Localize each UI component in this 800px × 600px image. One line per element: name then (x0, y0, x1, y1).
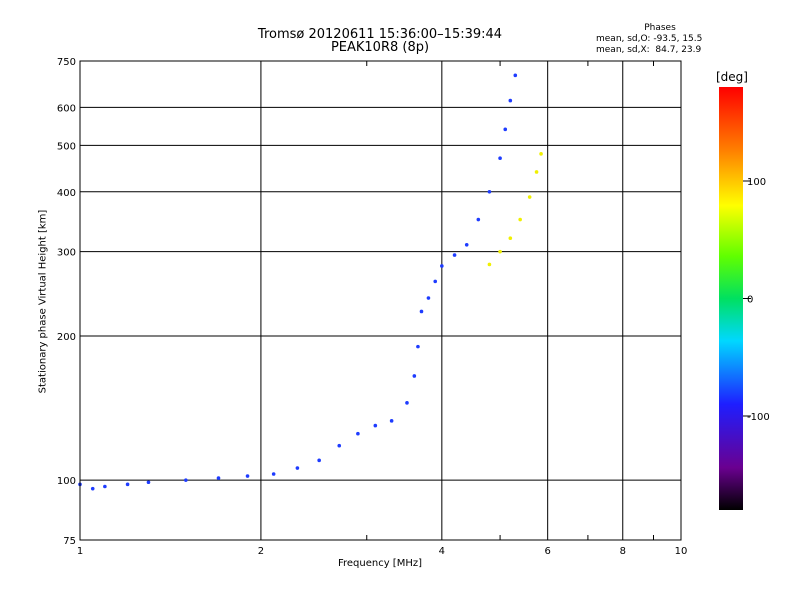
phase-stats-o: mean, sd,O: -93.5, 15.5 (596, 34, 703, 44)
data-point (539, 152, 543, 156)
chart-subtitle: PEAK10R8 (8p) (330, 40, 430, 55)
data-point (337, 443, 342, 448)
data-point (389, 419, 394, 423)
x-tick-label: 10 (675, 546, 688, 557)
data-point (433, 279, 438, 284)
y-tick-label: 750 (57, 57, 76, 68)
colorbar-unit: [deg] (716, 70, 748, 84)
axis-ticks: 1 2 4 6 8 10 75 100 200 300 400 500 600 750 (57, 57, 687, 557)
data-point (487, 189, 492, 194)
colorbar-ticks: 100 0 -100 (743, 177, 770, 423)
x-tick-label: 1 (77, 546, 83, 557)
x-tick-label: 2 (258, 546, 264, 557)
y-axis-label: Stationary phase Virtual Height [km] (37, 209, 49, 394)
data-point (216, 476, 221, 480)
colorbar-tick-label: -100 (747, 412, 770, 423)
data-point (503, 127, 508, 132)
data-point (513, 73, 518, 78)
data-point (440, 264, 444, 268)
data-point (412, 374, 417, 378)
data-point (498, 249, 502, 254)
data-point (508, 236, 513, 240)
y-tick-label: 75 (63, 536, 76, 547)
x-axis-label: Frequency [MHz] (337, 558, 423, 569)
data-point (518, 217, 522, 222)
data-point (373, 423, 378, 428)
data-point (295, 466, 300, 470)
data-point (245, 474, 250, 478)
y-tick-label: 500 (57, 141, 76, 152)
data-point (534, 170, 539, 174)
phase-stats-x: mean, sd,X: 84.7, 23.9 (596, 45, 702, 55)
data-point (90, 486, 95, 491)
data-point (476, 217, 481, 222)
plot-frame (79, 60, 682, 541)
data-points (78, 73, 543, 491)
colorbar-tick-label: 100 (747, 177, 766, 188)
chart-title: Tromsø 20120611 15:36:00–15:39:44 (257, 27, 503, 42)
colorbar-tick-label: 0 (747, 295, 753, 306)
y-tick-label: 600 (57, 103, 76, 114)
data-point (317, 458, 321, 463)
y-tick-label: 400 (57, 188, 76, 199)
data-point (464, 242, 469, 247)
plot-grid (79, 60, 682, 541)
data-point (498, 156, 502, 161)
data-point (271, 472, 276, 476)
data-point (146, 480, 151, 485)
data-point (103, 484, 107, 489)
x-tick-label: 4 (439, 546, 445, 557)
data-point (416, 344, 420, 349)
phases-header: Phases (644, 23, 676, 33)
y-tick-label: 300 (57, 248, 76, 259)
x-tick-label: 6 (544, 546, 550, 557)
data-point (356, 431, 360, 436)
y-tick-label: 100 (57, 476, 76, 487)
x-tick-label: 8 (620, 546, 626, 557)
data-point (405, 401, 409, 405)
data-point (487, 262, 492, 267)
data-point (125, 482, 130, 487)
data-point (508, 98, 513, 103)
colorbar (719, 87, 743, 510)
data-point (419, 309, 424, 314)
data-point (452, 253, 457, 257)
data-point (184, 478, 188, 482)
data-point (527, 195, 532, 199)
y-tick-label: 200 (57, 332, 76, 343)
data-point (426, 296, 431, 300)
